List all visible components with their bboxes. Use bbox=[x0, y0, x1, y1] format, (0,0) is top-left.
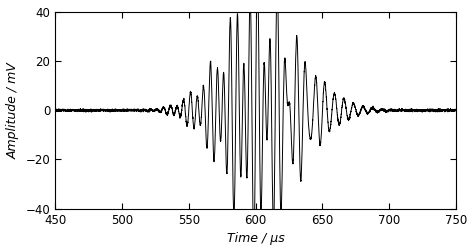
X-axis label: Time / μs: Time / μs bbox=[227, 232, 284, 245]
Y-axis label: Amplitude / mV: Amplitude / mV bbox=[7, 62, 20, 159]
